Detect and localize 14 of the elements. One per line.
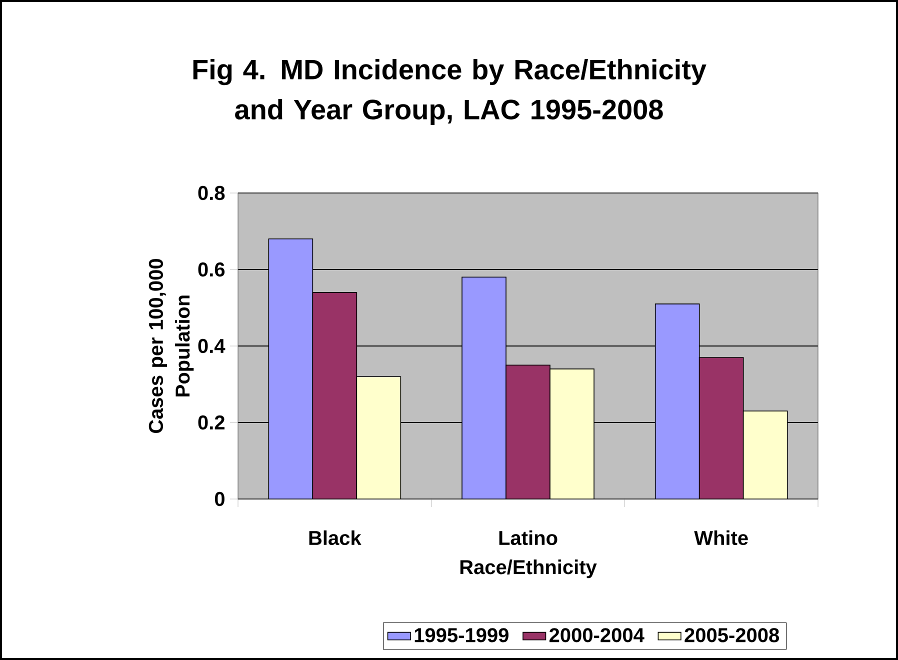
x-tick-label: Latino — [499, 530, 558, 546]
legend-label: 1995-1999 — [414, 628, 508, 642]
x-axis-title: Race/Ethnicity — [460, 560, 597, 578]
y-tick-label: 0 — [214, 492, 224, 506]
x-tick-label: White — [694, 530, 748, 546]
y-tick-label: 0.8 — [198, 186, 225, 200]
y-axis-title: Cases per 100,000 Population — [148, 259, 194, 434]
y-tick-label: 0.4 — [198, 338, 226, 354]
x-tick-label: Black — [309, 530, 362, 546]
y-tick-label: 0.2 — [198, 415, 224, 430]
legend-label: 2000-2004 — [550, 628, 644, 642]
chart-title: Fig 4. MD Incidence by Race/Ethnicity and Year Group, LAC 1995-2008 — [193, 58, 706, 126]
legend-label: 2005-2008 — [684, 628, 780, 642]
y-tick-label: 0.6 — [198, 262, 225, 277]
